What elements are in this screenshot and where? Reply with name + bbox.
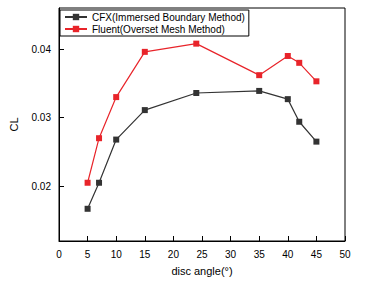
svg-text:20: 20 (168, 249, 180, 260)
svg-text:15: 15 (139, 249, 151, 260)
svg-text:CFX(Immersed Boundary Method): CFX(Immersed Boundary Method) (92, 12, 245, 23)
svg-text:0.04: 0.04 (32, 44, 52, 55)
svg-text:CL: CL (8, 117, 20, 131)
svg-text:Fluent(Overset Mesh Method): Fluent(Overset Mesh Method) (92, 24, 225, 35)
svg-text:25: 25 (196, 249, 208, 260)
svg-text:5: 5 (85, 249, 91, 260)
svg-text:0: 0 (56, 249, 62, 260)
svg-text:50: 50 (339, 249, 351, 260)
svg-text:30: 30 (225, 249, 237, 260)
svg-text:10: 10 (111, 249, 123, 260)
svg-text:0.03: 0.03 (32, 112, 52, 123)
svg-text:35: 35 (254, 249, 266, 260)
svg-text:45: 45 (311, 249, 323, 260)
svg-text:40: 40 (282, 249, 294, 260)
svg-text:0.02: 0.02 (32, 181, 52, 192)
svg-text:disc angle(°): disc angle(°) (171, 265, 232, 277)
